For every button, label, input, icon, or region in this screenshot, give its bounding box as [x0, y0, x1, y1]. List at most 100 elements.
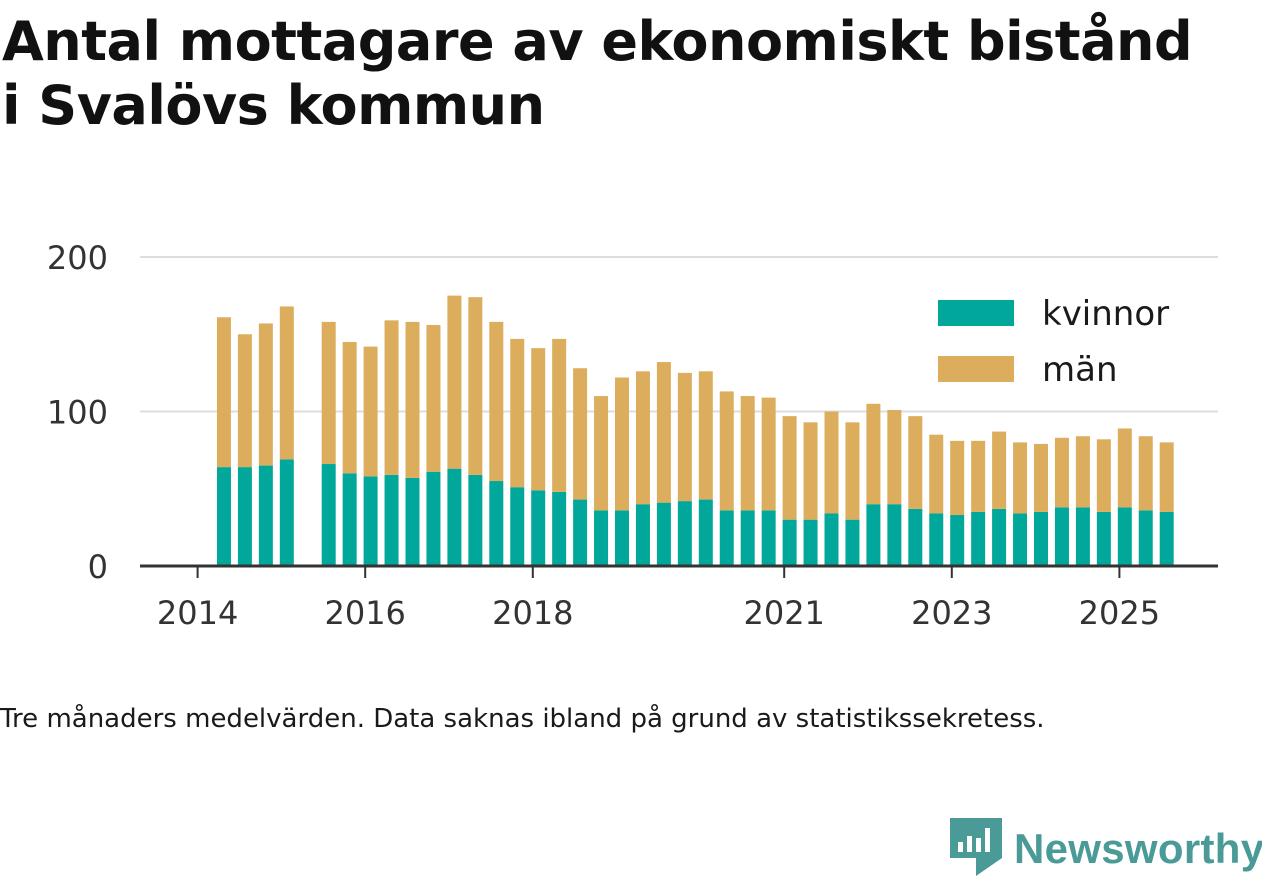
x-tick-label: 2025	[1079, 594, 1160, 632]
y-tick-label: 0	[88, 548, 108, 586]
bar-kvinnor-2022-Q3	[908, 508, 923, 566]
bar-kvinnor-2014-Q2	[216, 467, 231, 566]
bar-kvinnor-2014-Q4	[258, 465, 273, 566]
bar-man-2020-Q4	[761, 397, 776, 511]
bar-kvinnor-2020-Q3	[740, 510, 755, 566]
bar-man-2024-Q3	[1075, 436, 1090, 508]
bar-man-2023-Q3	[992, 431, 1007, 509]
bar-kvinnor-2021-Q2	[803, 519, 818, 566]
legend-swatch-man	[938, 356, 1014, 382]
bar-man-2015-Q3	[321, 321, 336, 465]
bar-man-2020-Q1	[698, 371, 713, 500]
bar-man-2021-Q3	[824, 411, 839, 514]
bar-kvinnor-2024-Q3	[1075, 507, 1090, 566]
bar-kvinnor-2022-Q4	[929, 513, 944, 566]
bar-man-2017-Q1	[447, 295, 462, 469]
bar-man-2015-Q1	[279, 306, 294, 460]
bar-kvinnor-2023-Q3	[992, 508, 1007, 566]
bar-man-2018-Q2	[552, 338, 567, 492]
bar-man-2024-Q2	[1054, 437, 1069, 508]
legend-label-kvinnor: kvinnor	[1042, 294, 1169, 334]
bar-kvinnor-2016-Q2	[384, 474, 399, 566]
bar-kvinnor-2025-Q3	[1159, 511, 1174, 566]
legend-swatch-kvinnor	[938, 300, 1014, 326]
bar-man-2017-Q3	[489, 321, 504, 482]
bar-kvinnor-2021-Q4	[845, 519, 860, 566]
chart-title: Antal mottagare av ekonomiskt bistånd i …	[2, 10, 1260, 138]
bar-kvinnor-2021-Q3	[824, 513, 839, 566]
x-tick-label: 2023	[911, 594, 992, 632]
bar-kvinnor-2015-Q1	[279, 459, 294, 566]
bar-man-2021-Q2	[803, 422, 818, 520]
legend-label-man: män	[1042, 350, 1118, 390]
bar-man-2025-Q1	[1117, 428, 1132, 508]
bar-kvinnor-2023-Q1	[950, 515, 965, 566]
bar-kvinnor-2015-Q3	[321, 464, 336, 566]
bar-man-2014-Q3	[237, 334, 252, 468]
bar-man-2022-Q1	[866, 403, 881, 505]
bar-man-2022-Q4	[929, 434, 944, 514]
bar-kvinnor-2022-Q2	[887, 504, 902, 566]
bar-man-2021-Q1	[782, 416, 797, 520]
bar-man-2021-Q4	[845, 422, 860, 520]
bar-kvinnor-2020-Q4	[761, 510, 776, 566]
bar-man-2017-Q4	[510, 338, 525, 488]
x-tick-label: 2021	[743, 594, 824, 632]
bar-man-2018-Q3	[573, 368, 588, 500]
x-tick-label: 2016	[324, 594, 405, 632]
bar-man-2020-Q3	[740, 396, 755, 511]
y-tick-label: 200	[47, 239, 108, 277]
bar-man-2014-Q2	[216, 317, 231, 468]
bar-kvinnor-2019-Q3	[656, 502, 671, 566]
bar-kvinnor-2020-Q2	[719, 510, 734, 566]
bar-kvinnor-2017-Q2	[468, 474, 483, 566]
stacked-bar-chart: 0 100 200 2014 2016 2018 2021 2023 2025 kvinnor mä…	[47, 239, 1218, 632]
bar-kvinnor-2021-Q1	[782, 519, 797, 566]
bar-man-2016-Q4	[426, 324, 441, 472]
bar-kvinnor-2022-Q1	[866, 504, 881, 566]
bar-man-2016-Q3	[405, 321, 420, 478]
newsworthy-wordmark: Newsworthy	[1014, 825, 1262, 872]
bar-man-2016-Q1	[363, 346, 378, 477]
bar-man-2024-Q1	[1034, 443, 1048, 512]
newsworthy-logo-icon	[950, 818, 1002, 876]
bar-kvinnor-2018-Q4	[594, 510, 609, 566]
bar-man-2015-Q4	[342, 341, 357, 474]
bar-man-2017-Q2	[468, 297, 483, 475]
bar-man-2023-Q2	[971, 440, 986, 512]
bar-man-2022-Q2	[887, 409, 902, 505]
bar-kvinnor-2024-Q4	[1096, 511, 1111, 566]
bar-man-2018-Q4	[594, 396, 609, 511]
bar-man-2022-Q3	[908, 416, 923, 509]
bar-man-2018-Q1	[531, 348, 546, 491]
bar-man-2023-Q1	[950, 440, 965, 516]
bar-man-2019-Q2	[635, 371, 650, 505]
bar-kvinnor-2018-Q1	[531, 490, 546, 566]
bar-man-2025-Q3	[1159, 442, 1174, 512]
bar-kvinnor-2014-Q3	[237, 467, 252, 566]
y-tick-label: 100	[47, 394, 108, 432]
bar-kvinnor-2023-Q2	[971, 511, 986, 566]
bar-man-2025-Q2	[1138, 436, 1153, 511]
bar-man-2024-Q4	[1096, 439, 1111, 512]
chart-title-line-2: i Svalövs kommun	[2, 74, 545, 137]
bar-kvinnor-2016-Q1	[363, 476, 378, 566]
newsworthy-brand[interactable]: Newsworthy	[950, 818, 1262, 880]
bar-kvinnor-2020-Q1	[698, 499, 713, 566]
bar-kvinnor-2024-Q1	[1034, 511, 1048, 566]
bar-man-2016-Q2	[384, 320, 399, 475]
bar-kvinnor-2016-Q3	[405, 477, 420, 566]
bar-kvinnor-2017-Q3	[489, 481, 504, 566]
bar-kvinnor-2015-Q4	[342, 473, 357, 566]
bar-kvinnor-2018-Q2	[552, 491, 567, 566]
bar-man-2019-Q1	[615, 377, 629, 511]
x-tick-label: 2014	[157, 594, 238, 632]
bar-kvinnor-2016-Q4	[426, 471, 441, 566]
bar-kvinnor-2019-Q1	[615, 510, 629, 566]
bar-man-2019-Q3	[656, 362, 671, 503]
x-tick-label: 2018	[492, 594, 573, 632]
bar-man-2020-Q2	[719, 391, 734, 511]
bar-kvinnor-2019-Q2	[635, 504, 650, 566]
bar-kvinnor-2025-Q1	[1117, 507, 1132, 566]
bar-man-2023-Q4	[1013, 442, 1028, 514]
